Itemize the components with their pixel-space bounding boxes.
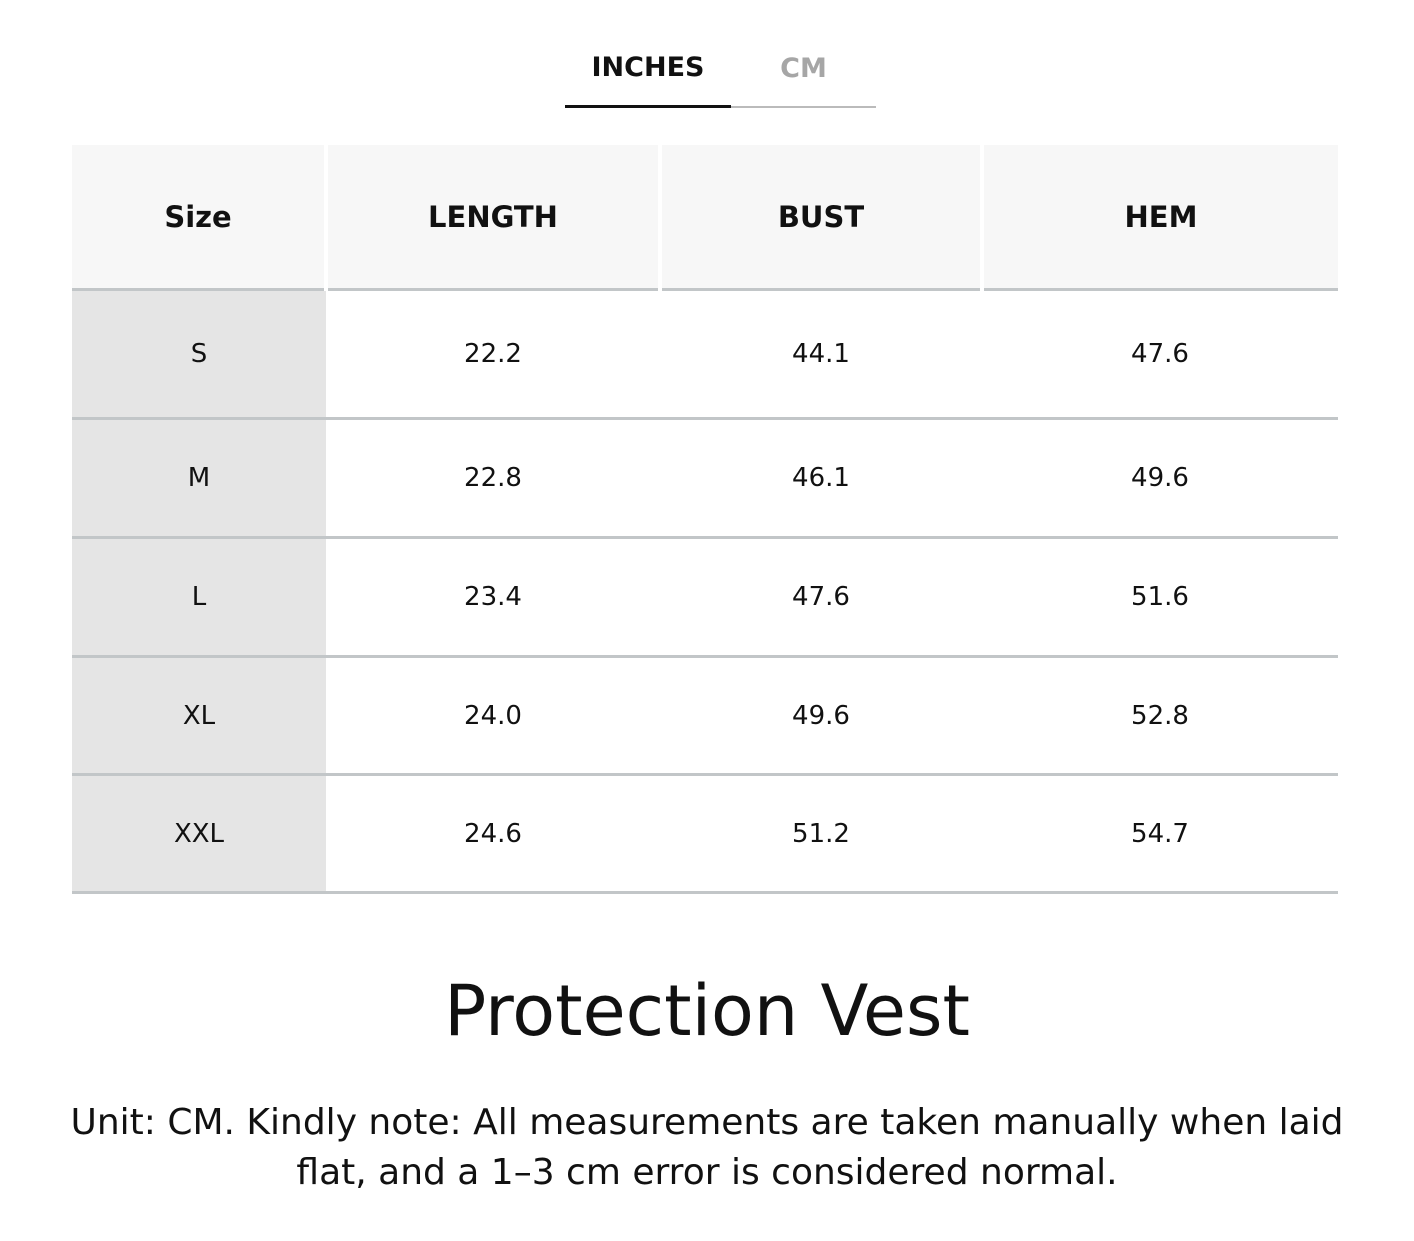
cell-bust: 51.2 <box>660 774 982 894</box>
cell-bust: 44.1 <box>660 289 982 420</box>
cell-size: L <box>72 537 326 658</box>
unit-tabs: INCHES CM <box>565 52 876 112</box>
cell-hem: 51.6 <box>982 537 1338 658</box>
cell-bust: 49.6 <box>660 656 982 776</box>
table-row: L 23.4 47.6 51.6 <box>72 537 1338 658</box>
header-size: Size <box>72 145 328 291</box>
table-row: S 22.2 44.1 47.6 <box>72 289 1338 420</box>
tab-cm[interactable]: CM <box>731 53 876 108</box>
cell-size: XXL <box>72 774 326 894</box>
cell-length: 22.8 <box>326 418 660 539</box>
cell-length: 24.6 <box>326 774 660 894</box>
header-bust: BUST <box>660 145 984 291</box>
cell-size: M <box>72 418 326 539</box>
table-header-row: Size LENGTH BUST HEM <box>72 145 1338 291</box>
size-chart-table: Size LENGTH BUST HEM S 22.2 44.1 47.6 M 22.8 4… <box>72 145 1338 894</box>
cell-size: S <box>72 289 326 420</box>
cell-hem: 49.6 <box>982 418 1338 539</box>
table-row: XL 24.0 49.6 52.8 <box>72 656 1338 776</box>
cell-length: 24.0 <box>326 656 660 776</box>
cell-hem: 47.6 <box>982 289 1338 420</box>
tab-inches[interactable]: INCHES <box>565 52 731 108</box>
cell-bust: 47.6 <box>660 537 982 658</box>
header-hem: HEM <box>982 145 1338 291</box>
cell-bust: 46.1 <box>660 418 982 539</box>
table-row: XXL 24.6 51.2 54.7 <box>72 774 1338 894</box>
header-length: LENGTH <box>326 145 662 291</box>
table-row: M 22.8 46.1 49.6 <box>72 418 1338 539</box>
product-title: Protection Vest <box>444 970 970 1052</box>
cell-hem: 54.7 <box>982 774 1338 894</box>
cell-hem: 52.8 <box>982 656 1338 776</box>
cell-length: 23.4 <box>326 537 660 658</box>
cell-size: XL <box>72 656 326 776</box>
measurement-note: Unit: CM. Kindly note: All measurements … <box>70 1102 1344 1193</box>
cell-length: 22.2 <box>326 289 660 420</box>
